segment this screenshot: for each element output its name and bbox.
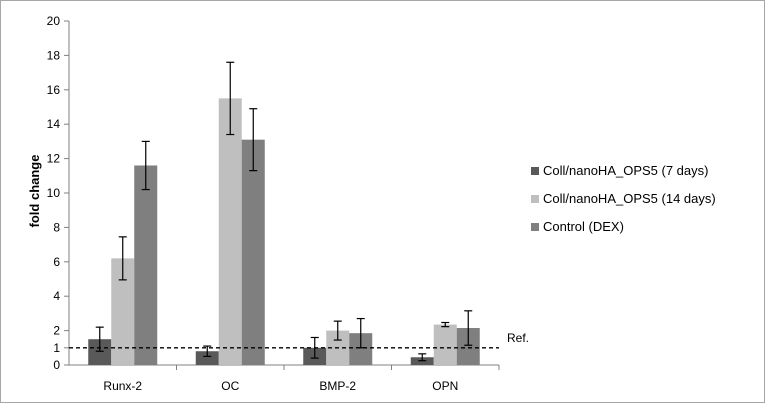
bar [433, 324, 457, 365]
y-tick-label: 2 [53, 324, 60, 338]
bar [218, 98, 242, 366]
y-tick-label: 14 [47, 117, 61, 131]
bar [88, 339, 112, 365]
y-tick-label: 6 [53, 255, 60, 269]
y-tick-label: 4 [53, 289, 60, 303]
x-tick-label: Runx-2 [103, 379, 142, 393]
bar [134, 165, 158, 365]
y-tick-label: 16 [47, 83, 61, 97]
y-tick-label: 0 [53, 358, 60, 372]
y-tick-label: 1 [53, 341, 60, 355]
bar [456, 328, 480, 365]
legend-label: Coll/nanoHA_OPS5 (7 days) [543, 163, 708, 178]
legend-swatch [531, 195, 539, 203]
legend-label: Control (DEX) [543, 219, 624, 234]
y-tick-label: 18 [47, 48, 61, 62]
y-tick-label: 20 [47, 14, 61, 28]
y-tick-label: 8 [53, 220, 60, 234]
x-tick-label: OPN [432, 379, 458, 393]
x-tick-label: BMP-2 [319, 379, 356, 393]
legend-swatch [531, 167, 539, 175]
bar [241, 139, 265, 365]
legend-label: Coll/nanoHA_OPS5 (14 days) [543, 191, 716, 206]
y-tick-label: 12 [47, 152, 61, 166]
bar [349, 333, 373, 365]
bar [111, 258, 135, 365]
x-tick-label: OC [221, 379, 239, 393]
y-tick-label: 10 [47, 186, 61, 200]
reference-label: Ref. [507, 331, 529, 345]
legend-swatch [531, 223, 539, 231]
bar [195, 351, 219, 365]
legend: Coll/nanoHA_OPS5 (7 days) Coll/nanoHA_OPS… [531, 163, 716, 234]
y-axis-label: fold change [27, 155, 42, 228]
